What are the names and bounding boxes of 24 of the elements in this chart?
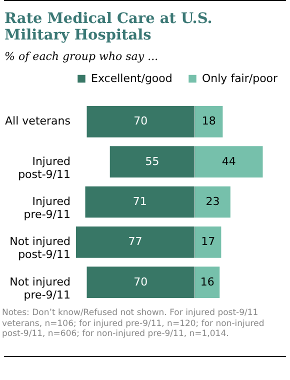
annotation: Notes: Don’t know/Refused not shown. For injured post-9/11 veterans, n=106; for injured pre-9/11, n=120; for non-injured post-9/11, n=606; for non-injured pre-9/11, n=1,014. [2, 308, 266, 340]
data-label: 18 [202, 114, 216, 128]
legend-label: Only fair/poor [202, 72, 278, 85]
y-tick-label: Injured post-9/11 [18, 154, 70, 181]
bar [195, 186, 230, 218]
data-label: 16 [200, 275, 214, 288]
data-label: 70 [134, 275, 148, 288]
chart-title: Rate Medical Care at U.S. Military Hospitals [4, 10, 212, 44]
y-tick-label: All veterans [5, 114, 71, 128]
data-label: 17 [201, 235, 216, 248]
bar [195, 266, 220, 298]
y-tick-label: Not injured post-9/11 [10, 235, 70, 262]
bar [195, 226, 222, 258]
y-tick-label: Not injured pre-9/11 [10, 275, 70, 302]
data-label: 55 [145, 154, 160, 168]
data-label: 77 [128, 235, 142, 248]
y-tick-label: Injured pre-9/11 [24, 195, 70, 221]
data-label: 70 [134, 114, 148, 128]
data-label: 23 [206, 195, 220, 208]
data-label: 44 [222, 154, 236, 168]
chart-subtitle: % of each group who say ... [4, 50, 158, 63]
data-label: 71 [132, 195, 147, 208]
bar [195, 106, 223, 138]
legend-label: Excellent/good [91, 72, 172, 85]
